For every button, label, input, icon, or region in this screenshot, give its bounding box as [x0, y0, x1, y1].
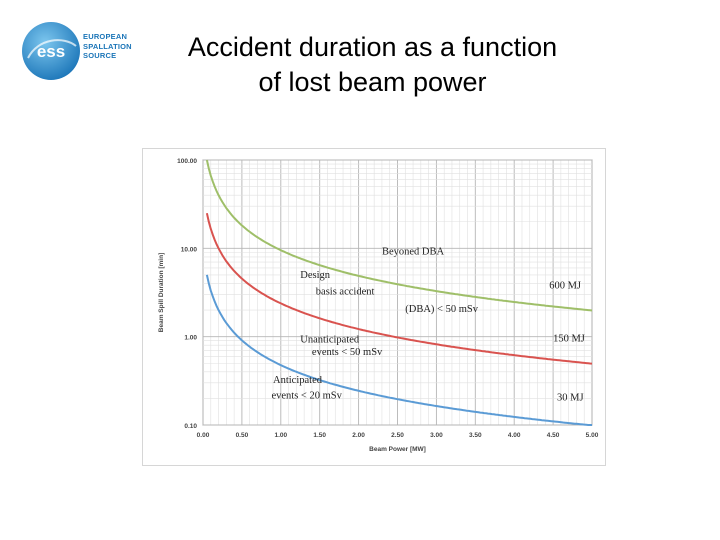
chart-annotation: (DBA) < 50 mSv	[405, 304, 478, 315]
ess-logo-letters: ess	[37, 42, 65, 61]
logo-line-3: SOURCE	[83, 51, 117, 60]
slide-title: Accident duration as a function of lost …	[187, 32, 558, 97]
x-tick-label: 4.50	[547, 432, 560, 439]
y-tick-label: 10.00	[181, 246, 198, 253]
chart-annotation: Anticipated	[273, 375, 323, 386]
chart-annotation: 600 MJ	[549, 281, 581, 292]
y-tick-label: 0.10	[184, 423, 197, 430]
y-tick-label: 1.00	[184, 335, 197, 342]
beam-power-chart: 100.00 10.00 1.00 0.100.00 0.50 1.00 1.50 2.00 2…	[158, 158, 599, 453]
series-line-2	[205, 212, 593, 365]
x-tick-label: 0.00	[197, 432, 210, 439]
chart-annotation: events < 50 mSv	[312, 347, 383, 358]
chart-frame: 100.00 10.00 1.00 0.10 0.00 0.50 1.00 1.50 2.00 2…	[142, 148, 606, 466]
x-tick-label: 1.00	[274, 432, 287, 439]
ess-logo-mark: ess	[22, 22, 80, 80]
series-line-1	[205, 159, 593, 312]
chart-annotation: events < 20 mSv	[271, 390, 342, 401]
x-tick-label: 4.00	[508, 432, 521, 439]
chart-annotation: Beyoned DBA	[382, 247, 445, 258]
chart-annotation: 30 MJ	[557, 392, 584, 403]
ess-logo-text: EUROPEAN SPALLATION SOURCE	[83, 32, 132, 61]
x-tick-label: 3.50	[469, 432, 482, 439]
logo-line-1: EUROPEAN	[83, 32, 128, 41]
logo-line-2: SPALLATION	[83, 41, 132, 51]
x-axis-label: Beam Power [MW]	[369, 446, 426, 453]
x-tick-label: 3.00	[430, 432, 443, 439]
x-tick-label: 1.50	[313, 432, 326, 439]
chart-annotation: Unanticipated	[300, 334, 360, 345]
chart-annotation: 150 MJ	[553, 334, 585, 345]
y-axis-label: Beam Spill Duration [min]	[158, 253, 165, 332]
series-line-3	[205, 274, 592, 426]
x-tick-label: 5.00	[586, 432, 599, 439]
chart-annotation: basis accident	[316, 287, 375, 298]
x-tick-label: 2.50	[391, 432, 404, 439]
chart-annotation: Design	[300, 270, 330, 281]
x-tick-label: 0.50	[236, 432, 249, 439]
x-tick-label: 2.00	[352, 432, 365, 439]
y-tick-label: 100.00	[177, 158, 197, 165]
ess-logo: ess EUROPEAN SPALLATION SOURCE	[20, 20, 165, 82]
